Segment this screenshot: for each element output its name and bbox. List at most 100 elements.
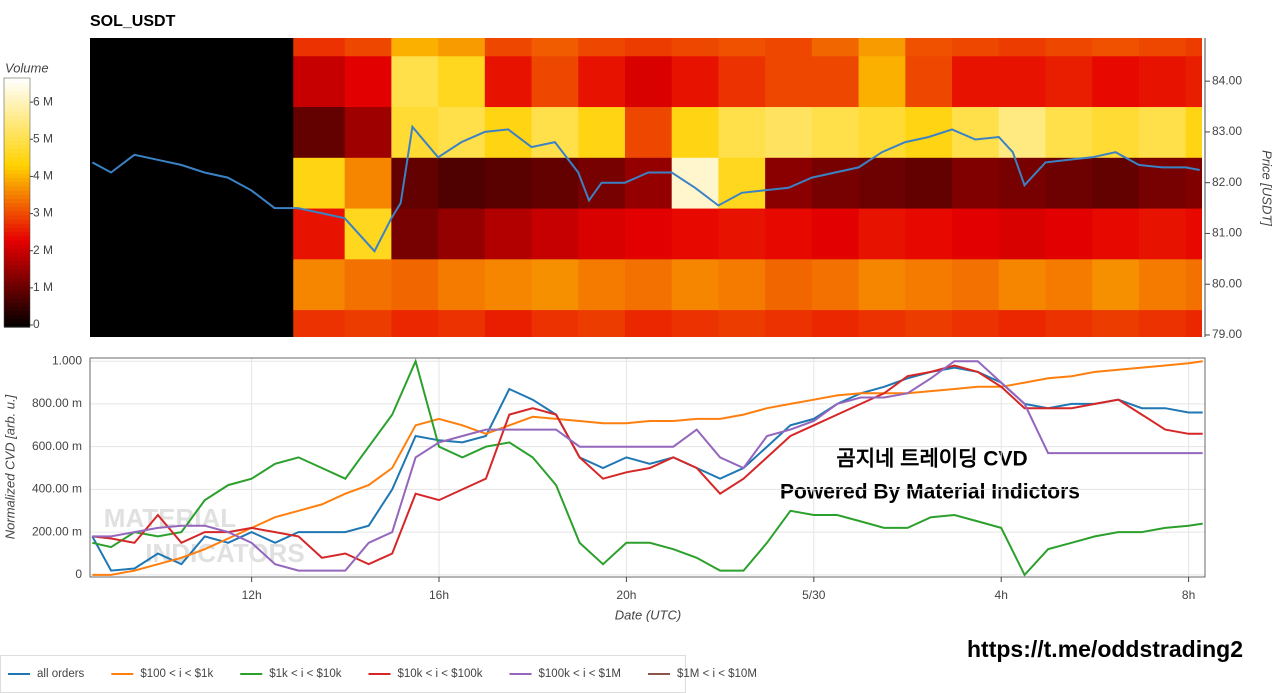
heatmap-cell bbox=[90, 38, 294, 57]
colorbar-swatch bbox=[4, 277, 30, 282]
heatmap-cell bbox=[1045, 38, 1093, 57]
heatmap-cell bbox=[484, 258, 533, 311]
legend-item[interactable]: $100k < i < $1M bbox=[509, 668, 621, 680]
colorbar-tick-label: 6 M bbox=[33, 94, 53, 108]
colorbar-swatch bbox=[4, 78, 30, 83]
heatmap-cell bbox=[765, 157, 813, 209]
heatmap-cell bbox=[952, 309, 1000, 337]
colorbar-swatch bbox=[4, 181, 30, 187]
colorbar-swatch bbox=[4, 152, 30, 158]
heatmap-cell bbox=[1138, 309, 1187, 337]
heatmap-cell bbox=[391, 38, 439, 57]
legend-item[interactable]: $10k < i < $100k bbox=[368, 668, 483, 680]
heatmap-cell bbox=[671, 38, 719, 57]
footer-link: https://t.me/oddstrading2 bbox=[967, 636, 1243, 662]
heatmap-cell bbox=[671, 258, 719, 311]
y2-tick-label: 80.00 bbox=[1212, 276, 1242, 290]
colorbar-swatch bbox=[4, 268, 30, 274]
heatmap-cell bbox=[1185, 106, 1202, 158]
heatmap-cell bbox=[905, 258, 953, 311]
heatmap-cell bbox=[952, 38, 1000, 57]
heatmap-cell bbox=[578, 309, 626, 337]
legend-item[interactable]: $100 < i < $1k bbox=[111, 668, 213, 680]
heatmap-cell bbox=[998, 55, 1046, 108]
heatmap-cell bbox=[998, 106, 1046, 158]
colorbar-swatch bbox=[4, 102, 30, 108]
heatmap-cell bbox=[90, 106, 294, 158]
colorbar-swatch bbox=[4, 306, 30, 311]
heatmap-cell bbox=[90, 208, 294, 260]
legend-item[interactable]: $1M < i < $10M bbox=[648, 668, 757, 680]
colorbar-swatch bbox=[4, 289, 30, 295]
price-line bbox=[91, 124, 1200, 253]
heatmap-cell bbox=[293, 38, 346, 57]
heatmap-cell bbox=[1138, 258, 1187, 311]
heatmap-cell bbox=[344, 309, 392, 337]
heatmap-cell bbox=[438, 157, 486, 209]
heatmap-cell bbox=[1185, 157, 1202, 209]
colorbar-swatch bbox=[4, 86, 30, 92]
heatmap-cell bbox=[858, 157, 906, 209]
heatmap-cell bbox=[1045, 208, 1093, 260]
legend-item[interactable]: all orders bbox=[8, 668, 85, 680]
heatmap-cell bbox=[624, 106, 673, 158]
heatmap-cell bbox=[765, 55, 813, 108]
heatmap-cell bbox=[671, 106, 719, 158]
heatmap-cell bbox=[344, 157, 392, 209]
heatmap-cell bbox=[344, 106, 392, 158]
heatmap-cell bbox=[391, 157, 439, 209]
heatmap-cell bbox=[624, 55, 673, 108]
heatmap-cell bbox=[1138, 106, 1187, 158]
axes: 79.00 80.00 81.00 82.00 83.00 84.00 0 1 M 2 M 3 M… bbox=[3, 38, 1242, 602]
heatmap-cell bbox=[718, 38, 766, 57]
colorbar-swatch bbox=[4, 260, 30, 266]
heatmap-cell bbox=[531, 106, 579, 158]
y-tick-label: 600.00 m bbox=[32, 439, 82, 453]
heatmap-cell bbox=[1045, 106, 1093, 158]
colorbar-swatch bbox=[4, 239, 30, 245]
heatmap-cell bbox=[952, 55, 1000, 108]
heatmap-cell bbox=[718, 55, 766, 108]
legend-label: $10k < i < $100k bbox=[397, 668, 482, 680]
colorbar-swatch bbox=[4, 252, 30, 258]
heatmap-cell bbox=[1092, 38, 1140, 57]
x-tick-label: 16h bbox=[429, 588, 449, 602]
heatmap-cell bbox=[765, 309, 813, 337]
heatmap-cell bbox=[624, 38, 673, 57]
heatmap-cell bbox=[858, 208, 906, 260]
cvd-line bbox=[92, 358, 1203, 577]
cvd-line bbox=[92, 360, 1203, 572]
heatmap-cell bbox=[1092, 309, 1140, 337]
heatmap-cell bbox=[531, 309, 579, 337]
heatmap-cell bbox=[484, 106, 533, 158]
heatmap-cell bbox=[391, 309, 439, 337]
legend-item[interactable]: $1k < i < $10k bbox=[240, 668, 342, 680]
colorbar-swatch bbox=[4, 144, 30, 150]
heatmap-cell bbox=[90, 309, 294, 337]
colorbar-swatch bbox=[4, 119, 30, 125]
heatmap-cell bbox=[1045, 55, 1093, 108]
heatmap-cell bbox=[344, 208, 392, 260]
heatmap-cell bbox=[391, 55, 439, 108]
colorbar-swatch bbox=[4, 169, 30, 175]
heatmap-cell bbox=[624, 157, 673, 209]
colorbar-swatch bbox=[4, 177, 30, 183]
colorbar-swatch bbox=[4, 136, 30, 141]
heatmap-area bbox=[90, 38, 1202, 337]
heatmap-cell bbox=[438, 258, 486, 311]
heatmap-cell bbox=[1185, 309, 1202, 337]
colorbar-swatch bbox=[4, 281, 30, 287]
colorbar-swatch bbox=[4, 165, 30, 170]
heatmap-cell bbox=[1092, 157, 1140, 209]
colorbar-swatch bbox=[4, 131, 30, 137]
y2-axis-label: Price [USDT] bbox=[1260, 150, 1275, 226]
colorbar-swatch bbox=[4, 219, 30, 224]
annotation: 곰지네 트레이딩 CVD bbox=[836, 448, 1027, 471]
heatmap-cell bbox=[624, 208, 673, 260]
colorbar-swatch bbox=[4, 248, 30, 253]
heatmap-cell bbox=[1185, 38, 1202, 57]
heatmap-cell bbox=[624, 309, 673, 337]
heatmap-cell bbox=[1092, 106, 1140, 158]
colorbar-tick-label: 3 M bbox=[33, 206, 53, 220]
heatmap-cell bbox=[438, 309, 486, 337]
